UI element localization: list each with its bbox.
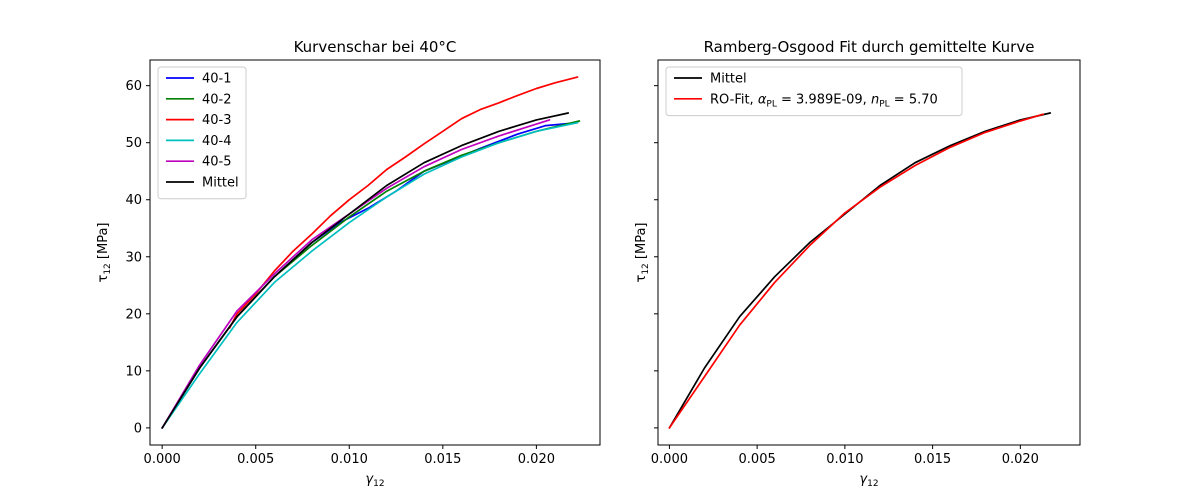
series-line-3	[228, 76, 579, 329]
legend-label: 40-4	[202, 134, 232, 149]
y-tick-label: 0	[134, 421, 142, 436]
y-tick-label: 20	[125, 307, 142, 322]
x-tick-label: 0.005	[739, 452, 776, 467]
x-tick-label: 0.015	[914, 452, 951, 467]
x-tick-label: 0.005	[237, 452, 274, 467]
y-axis-label: τ12 [MPa]	[634, 223, 651, 283]
y-tick-label: 40	[125, 193, 142, 208]
chart-title: Ramberg-Osgood Fit durch gemittelte Kurv…	[704, 38, 1035, 56]
series-line-6	[161, 112, 570, 429]
series-line-4	[161, 121, 579, 429]
axes-frame	[657, 59, 1081, 446]
axes-frame	[149, 59, 601, 446]
legend: Mittel RO-Fit, αPL = 3.989E-09, nPL = 5.7…	[665, 66, 963, 117]
legend-label: Mittel	[202, 176, 239, 191]
series-lines	[161, 76, 581, 429]
legend-label: 40-3	[202, 113, 232, 128]
legend-label: Mittel	[710, 72, 747, 87]
legend-label: 40-5	[202, 155, 232, 170]
series-line-2	[668, 113, 1045, 429]
y-tick-label: 30	[125, 250, 142, 265]
chart-title: Kurvenschar bei 40°C	[294, 38, 457, 56]
legend-box	[157, 66, 247, 200]
y-tick-label: 50	[125, 136, 142, 151]
x-axis-label: γ12	[365, 472, 384, 489]
legend-box	[665, 66, 963, 117]
x-tick-label: 0.000	[144, 452, 181, 467]
x-tick-label: 0.000	[651, 452, 688, 467]
y-axis-label: τ12 [MPa]	[96, 223, 113, 283]
legend: 40-1 40-2 40-3 40-4 40-5 Mittel	[157, 66, 247, 200]
legend-label: 40-2	[202, 92, 232, 107]
y-tick-label: 10	[125, 364, 142, 379]
legend-label: 40-1	[202, 72, 232, 87]
series-line-1	[668, 112, 1052, 429]
y-tick-label: 60	[125, 79, 142, 94]
x-tick-label: 0.015	[424, 452, 461, 467]
x-tick-label: 0.020	[518, 452, 555, 467]
chart-panel-2: 0.000 0.005 0.010 0.015 0.020 Ramberg-Osgood …	[634, 38, 1081, 489]
series-lines	[668, 112, 1052, 429]
x-tick-label: 0.010	[826, 452, 863, 467]
x-tick-label: 0.010	[331, 452, 368, 467]
x-tick-label: 0.020	[1002, 452, 1039, 467]
legend-label: RO-Fit, αPL = 3.989E-09, nPL = 5.70	[710, 92, 938, 109]
chart-panel-1: 0.000 0.005 0.010 0.015 0.020 0 10 20 30 40 50 60 Ku…	[96, 38, 601, 489]
x-axis-label: γ12	[859, 472, 878, 489]
